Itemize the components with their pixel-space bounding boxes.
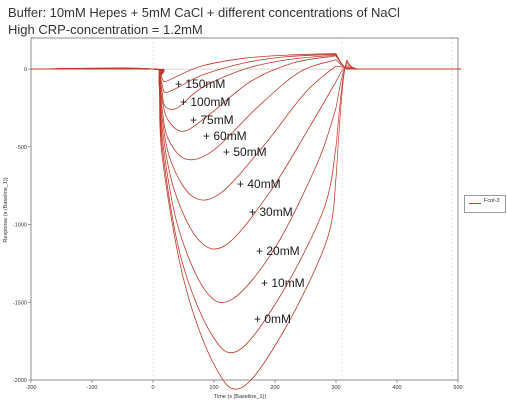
x-tick-label: 100 xyxy=(209,385,218,391)
x-tick-label: -100 xyxy=(86,385,97,391)
y-tick-label: 0 xyxy=(24,67,27,73)
curve-60mm xyxy=(30,55,337,132)
y-axis-ticks: 0 -500 -1000 -1500 -2000 xyxy=(13,67,31,384)
curve-tail xyxy=(335,61,462,147)
curve-0mm xyxy=(30,67,337,390)
concentration-label: + 40mM xyxy=(237,177,281,191)
y-axis-title: Response (s (Baseline_1)) xyxy=(3,177,9,242)
y-tick-label: -1500 xyxy=(13,300,27,306)
response-curves xyxy=(30,53,462,390)
x-axis-ticks: -200 -100 0 100 200 300 400 500 xyxy=(25,380,463,391)
concentration-label: + 10mM xyxy=(261,276,305,290)
chart-title-line-1: Buffer: 10mM Hepes + 5mM CaCl + differen… xyxy=(8,5,400,20)
concentration-label: + 50mM xyxy=(223,145,267,159)
plot-frame xyxy=(30,37,459,381)
concentration-label: + 0mM xyxy=(254,312,291,326)
legend-label: Fcnt-3 xyxy=(484,198,500,204)
concentration-label: + 75mM xyxy=(190,113,234,127)
x-tick-label: -200 xyxy=(25,385,36,391)
concentration-label: + 30mM xyxy=(249,205,293,219)
curve-tail xyxy=(335,55,462,70)
curve-tail xyxy=(335,64,462,109)
legend-swatch xyxy=(469,203,481,204)
x-tick-label: 500 xyxy=(453,385,462,391)
concentration-label: + 100mM xyxy=(180,95,230,109)
x-tick-label: 0 xyxy=(151,385,154,391)
curve-50mm xyxy=(30,59,337,161)
y-tick-label: -2000 xyxy=(13,378,27,384)
x-tick-label: 400 xyxy=(392,385,401,391)
x-axis-title: Time (s (Baseline_1)) xyxy=(214,394,267,400)
curve-tail xyxy=(335,59,462,178)
concentration-labels: + 150mM + 100mM + 75mM + 60mM + 50mM + 40mM + … xyxy=(175,77,305,326)
curve-tail xyxy=(335,53,462,70)
legend: Fcnt-3 xyxy=(464,195,506,213)
x-tick-label: 200 xyxy=(270,385,279,391)
x-tick-label: 300 xyxy=(331,385,340,391)
curve-tail xyxy=(335,54,462,70)
concentration-label: + 150mM xyxy=(175,77,225,91)
concentration-label: + 60mM xyxy=(203,129,247,143)
grid-lines xyxy=(31,38,458,380)
y-tick-label: -500 xyxy=(16,145,27,151)
chart-title-line-2: High CRP-concentration = 1.2mM xyxy=(8,22,203,37)
concentration-label: + 20mM xyxy=(256,244,300,258)
y-tick-label: -1000 xyxy=(13,223,27,229)
curve-tail xyxy=(335,54,462,70)
